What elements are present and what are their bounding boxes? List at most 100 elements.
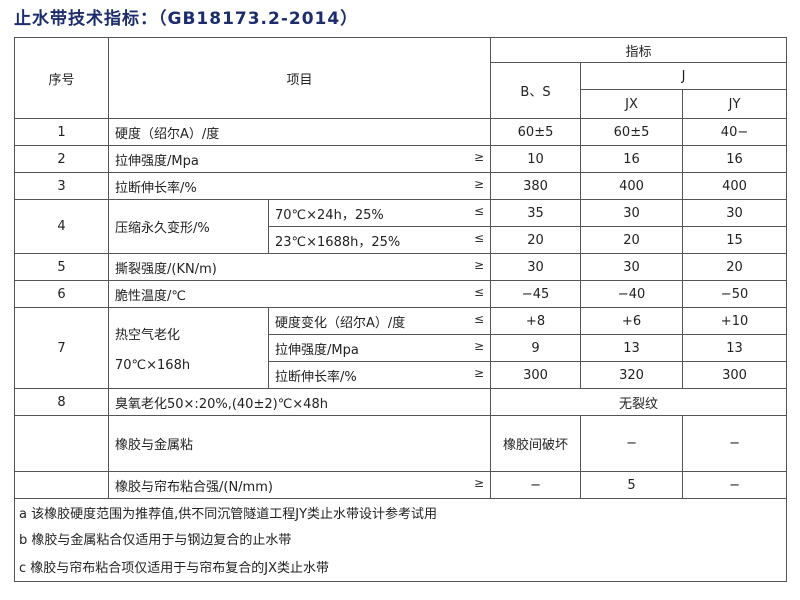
cell-text: 70℃×24h，25% <box>275 207 384 223</box>
header-jx: JX <box>580 89 684 119</box>
row-item: 热空气老化 70℃×168h <box>108 307 269 389</box>
row-no: 3 <box>14 172 109 200</box>
header-j: J <box>580 62 788 90</box>
table-row: 8 臭氧老化50×:20%,(40±2)℃×48h 无裂纹 <box>14 388 788 416</box>
cell-text: 1 <box>57 124 66 140</box>
row-item: 臭氧老化50×:20%,(40±2)℃×48h <box>107 388 492 416</box>
row-no: 7 <box>14 307 109 389</box>
value-jx: − <box>580 415 684 472</box>
cell-text: 13 <box>623 340 640 356</box>
cell-text: 16 <box>726 151 743 167</box>
cell-text: +8 <box>525 313 546 329</box>
row-item: 橡胶与金属粘 <box>107 415 492 472</box>
table-row: 1 硬度（绍尔A）/度 60±5 60±5 40− <box>14 118 788 146</box>
value-bs: 380 <box>490 172 582 200</box>
row-item: 橡胶与帘布粘合强/(N/mm) ≥ <box>107 471 492 499</box>
value-bs: 10 <box>490 145 582 173</box>
cell-text: −40 <box>617 286 646 302</box>
value-bs: 35 <box>490 199 582 227</box>
cell-text: 380 <box>523 178 548 194</box>
cell-text: 橡胶与金属粘 <box>115 438 194 453</box>
cell-text: 6 <box>57 286 66 302</box>
cell-text: 拉断伸长率/% <box>275 369 357 385</box>
note-c: c 橡胶与帘布粘合项仅适用于与帘布复合的JX类止水带 <box>13 551 788 582</box>
cell-text: 15 <box>726 232 743 248</box>
cell-text: 30 <box>623 259 640 275</box>
cell-text: − <box>729 436 740 451</box>
note-b: b 橡胶与金属粘合仅适用于与钢边复合的止水带 <box>13 525 788 551</box>
header-jy: JY <box>682 89 788 119</box>
header-bs: B、S <box>490 62 582 119</box>
value-jy: 400 <box>682 172 788 200</box>
comparison-sign: ≥ <box>473 149 485 164</box>
cell-text: 400 <box>722 178 747 194</box>
row-item: 硬度（绍尔A）/度 <box>107 118 492 146</box>
cell-text: 压缩永久变形/% <box>115 221 210 236</box>
cell-text: 30 <box>726 205 743 221</box>
cell-text: 10 <box>527 151 544 167</box>
value-bs: 60±5 <box>490 118 582 146</box>
row-no: 8 <box>14 388 109 416</box>
cell-text: 拉伸强度/Mpa <box>115 153 199 169</box>
row-item: 撕裂强度/(KN/m) ≥ <box>107 253 492 281</box>
header-item: 项目 <box>107 37 492 119</box>
row-no: 6 <box>14 280 109 308</box>
cell-text: 4 <box>57 219 66 234</box>
comparison-sign: ≤ <box>473 284 485 299</box>
row-item: 脆性温度/℃ ≤ <box>107 280 492 308</box>
value-jx: 5 <box>580 471 684 499</box>
value-jy: 15 <box>682 226 788 254</box>
cell-text: 8 <box>57 394 66 410</box>
comparison-sign: ≤ <box>473 311 485 326</box>
row-subitem: 70℃×24h，25% ≤ <box>267 199 492 227</box>
value-jy: −50 <box>682 280 788 308</box>
table-row: 3 拉断伸长率/% ≥380 400 400 <box>14 172 788 200</box>
comparison-sign: ≤ <box>473 230 485 245</box>
spec-table: 序号 项目 指标 B、S J JX JY 1 硬度（绍尔A）/度 60±5 60±5 4… <box>13 37 788 582</box>
header-index: 指标 <box>490 37 788 63</box>
cell-text: 拉断伸长率/% <box>115 180 197 196</box>
cell-text: 2 <box>57 151 66 167</box>
row-no: 5 <box>14 253 109 281</box>
cell-text: 300 <box>523 367 548 383</box>
value-jx: 60±5 <box>580 118 684 146</box>
cell-text: 5 <box>57 259 66 275</box>
value-jy: 13 <box>682 334 788 362</box>
row-subitem: 拉伸强度/Mpa ≥ <box>267 334 492 362</box>
cell-text: 60±5 <box>517 124 554 140</box>
table-row: 拉断伸长率/% ≥ 300 320 300 <box>15 361 788 389</box>
cell-text: 9 <box>531 340 540 356</box>
cell-text: +10 <box>720 313 749 329</box>
cell-text: 320 <box>619 367 644 383</box>
table-row: 橡胶与金属粘 橡胶间破坏 − − <box>14 415 788 472</box>
cell-text: 30 <box>623 205 640 221</box>
table-row: 拉伸强度/Mpa ≥ 9 13 13 <box>15 334 788 362</box>
value-jx: +6 <box>580 307 684 335</box>
cell-text: 300 <box>722 367 747 383</box>
value-jx: 320 <box>580 361 684 389</box>
cell-text: 橡胶与帘布粘合强/(N/mm) <box>115 479 273 495</box>
comparison-sign: ≥ <box>473 257 485 272</box>
value-jx: 20 <box>580 226 684 254</box>
header-no: 序号 <box>14 37 109 119</box>
row-subitem: 硬度变化（绍尔A）/度 ≤ <box>267 307 492 335</box>
table-row: 23℃×1688h，25% ≤20 20 15 <box>15 226 788 254</box>
value-jy: − <box>682 471 788 499</box>
value-jy: +10 <box>682 307 788 335</box>
table-row: 5 撕裂强度/(KN/m) ≥30 30 20 <box>14 253 788 281</box>
cell-text: 拉伸强度/Mpa <box>275 342 359 358</box>
cell-text: − <box>626 436 637 451</box>
value-bs: +8 <box>490 307 582 335</box>
value-bs: − <box>490 471 582 499</box>
value-jy: 20 <box>682 253 788 281</box>
value-jx: 16 <box>580 145 684 173</box>
table-row: 2 拉伸强度/Mpa ≥10 16 16 <box>14 145 788 173</box>
cell-text: 16 <box>623 151 640 167</box>
row-no <box>14 471 109 499</box>
value-bs: 20 <box>490 226 582 254</box>
row-subitem: 拉断伸长率/% ≥ <box>267 361 492 389</box>
row-item-condition: 70℃×168h <box>115 357 191 373</box>
note-a: a 该橡胶硬度范围为推荐值,供不同沉管隧道工程JY类止水带设计参考试用 <box>13 498 788 525</box>
cell-text: 橡胶间破坏 <box>503 438 569 453</box>
row-no: 4 <box>14 199 109 254</box>
